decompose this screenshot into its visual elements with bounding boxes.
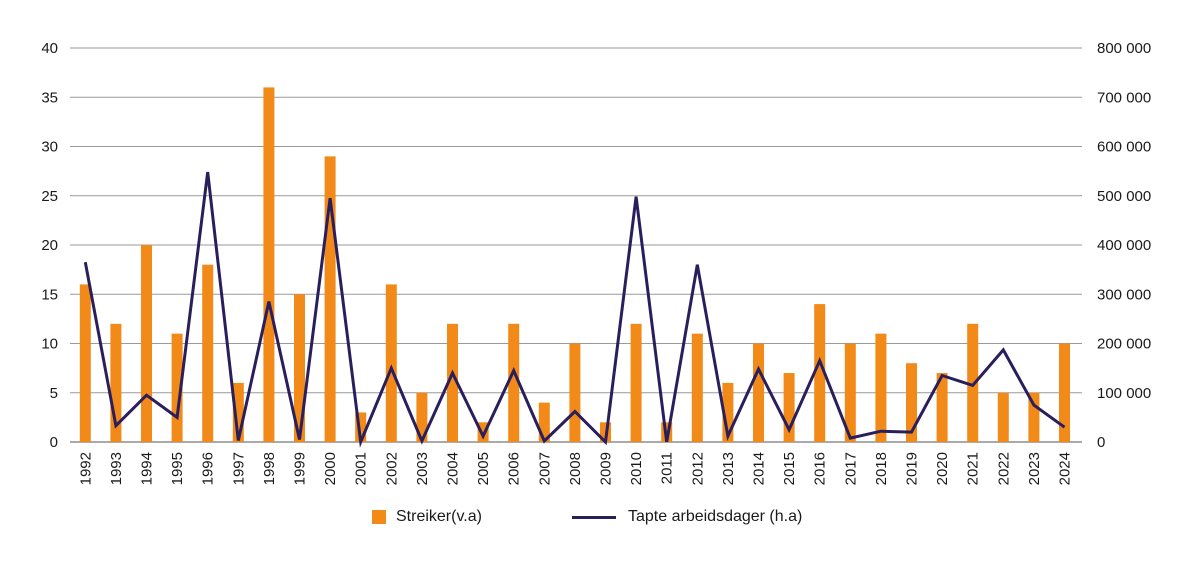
bar bbox=[1028, 392, 1040, 442]
bar bbox=[906, 363, 917, 442]
x-tick-label: 2003 bbox=[414, 452, 431, 485]
bar bbox=[997, 392, 1009, 442]
right-tick-label: 600 000 bbox=[1097, 139, 1151, 156]
right-tick-label: 200 000 bbox=[1097, 336, 1151, 353]
left-tick-label: 35 bbox=[41, 89, 58, 106]
left-tick-label: 30 bbox=[41, 139, 58, 156]
x-tick-label: 2006 bbox=[506, 452, 523, 485]
x-axis-ticks: 1992 1993 1994 1995 1996 1997 1998 1999 2000 2001… bbox=[77, 452, 1073, 485]
line-path bbox=[83, 171, 1066, 448]
legend-bar-swatch bbox=[372, 510, 386, 524]
bar bbox=[569, 343, 581, 442]
bar bbox=[477, 422, 489, 442]
x-tick-label: 2016 bbox=[812, 452, 829, 485]
left-tick-label: 15 bbox=[41, 286, 58, 303]
x-tick-label: 2002 bbox=[383, 452, 400, 485]
x-tick-label: 2000 bbox=[322, 452, 339, 485]
x-tick-label: 2018 bbox=[873, 452, 890, 485]
bar bbox=[385, 284, 397, 442]
bar bbox=[141, 245, 152, 442]
left-axis-ticks: 0 5 10 15 20 25 30 35 40 bbox=[41, 40, 58, 451]
bar bbox=[202, 264, 214, 442]
bar bbox=[844, 343, 856, 442]
x-tick-label: 2004 bbox=[445, 452, 462, 485]
x-tick-label: 1999 bbox=[292, 452, 309, 485]
x-tick-label: 2013 bbox=[720, 452, 737, 485]
x-tick-label: 2020 bbox=[934, 452, 951, 485]
chart: 0 5 10 15 20 25 30 35 40 0 100 000 200 000 300 000 4… bbox=[41, 40, 1151, 485]
bar bbox=[875, 333, 887, 442]
left-tick-label: 5 bbox=[50, 385, 58, 402]
bar bbox=[783, 373, 795, 442]
left-tick-label: 25 bbox=[41, 188, 58, 205]
x-tick-label: 1994 bbox=[139, 452, 156, 485]
left-tick-label: 40 bbox=[41, 40, 58, 57]
x-tick-label: 2021 bbox=[965, 452, 982, 485]
bar bbox=[753, 343, 764, 442]
left-tick-label: 0 bbox=[50, 434, 58, 451]
left-tick-label: 20 bbox=[41, 237, 58, 254]
bar-series bbox=[79, 87, 1070, 443]
x-tick-label: 1993 bbox=[108, 452, 125, 485]
x-tick-label: 2024 bbox=[1057, 452, 1074, 485]
right-tick-label: 300 000 bbox=[1097, 286, 1151, 303]
bar bbox=[936, 373, 948, 442]
x-tick-label: 2012 bbox=[689, 452, 706, 485]
bar bbox=[416, 392, 428, 442]
x-tick-label: 2017 bbox=[842, 452, 859, 485]
bar bbox=[722, 382, 734, 442]
bar bbox=[508, 323, 520, 442]
right-tick-label: 500 000 bbox=[1097, 188, 1151, 205]
x-tick-label: 2011 bbox=[659, 452, 676, 484]
bar bbox=[294, 294, 305, 442]
bar bbox=[110, 323, 122, 442]
bar bbox=[691, 333, 703, 442]
legend-item-line: Tapte arbeidsdager (h.a) bbox=[572, 508, 802, 526]
x-tick-label: 2009 bbox=[598, 452, 615, 485]
x-tick-label: 2014 bbox=[751, 452, 768, 485]
right-axis-ticks: 0 100 000 200 000 300 000 400 000 500 000 600 … bbox=[1097, 40, 1151, 451]
bar bbox=[324, 156, 336, 442]
x-tick-label: 1992 bbox=[77, 452, 94, 485]
x-tick-label: 2007 bbox=[536, 452, 553, 485]
left-tick-label: 10 bbox=[41, 336, 58, 353]
bar bbox=[630, 323, 642, 442]
legend-item-bars: Streiker(v.a) bbox=[372, 508, 482, 526]
x-tick-label: 2010 bbox=[628, 452, 645, 485]
x-tick-label: 2005 bbox=[475, 452, 492, 485]
x-tick-label: 1997 bbox=[230, 452, 247, 485]
right-tick-label: 400 000 bbox=[1097, 237, 1151, 254]
legend-label-bars: Streiker(v.a) bbox=[396, 508, 482, 525]
x-tick-label: 2022 bbox=[995, 452, 1012, 485]
x-tick-label: 2023 bbox=[1026, 452, 1043, 485]
bar bbox=[1059, 343, 1070, 442]
x-tick-label: 2019 bbox=[904, 452, 921, 485]
right-tick-label: 0 bbox=[1097, 434, 1105, 451]
legend: Streiker(v.a) Tapte arbeidsdager (h.a) bbox=[0, 508, 1198, 538]
legend-label-line: Tapte arbeidsdager (h.a) bbox=[628, 508, 803, 525]
bar bbox=[538, 402, 550, 442]
bar bbox=[814, 304, 826, 442]
right-tick-label: 100 000 bbox=[1097, 385, 1151, 402]
legend-line-swatch bbox=[572, 515, 616, 519]
x-tick-label: 2008 bbox=[567, 452, 584, 485]
bar bbox=[232, 382, 244, 442]
bar bbox=[967, 323, 979, 442]
x-tick-label: 2015 bbox=[781, 452, 798, 485]
right-tick-label: 700 000 bbox=[1097, 89, 1151, 106]
line-series bbox=[83, 171, 1066, 448]
bar bbox=[171, 333, 183, 442]
x-tick-label: 1995 bbox=[169, 452, 186, 485]
x-tick-label: 1998 bbox=[261, 452, 278, 485]
right-tick-label: 800 000 bbox=[1097, 40, 1151, 57]
x-tick-label: 2001 bbox=[353, 452, 370, 485]
bar bbox=[79, 284, 91, 442]
bar bbox=[263, 87, 275, 443]
bar bbox=[447, 323, 458, 442]
bar bbox=[355, 412, 367, 442]
x-tick-label: 1996 bbox=[200, 452, 217, 485]
